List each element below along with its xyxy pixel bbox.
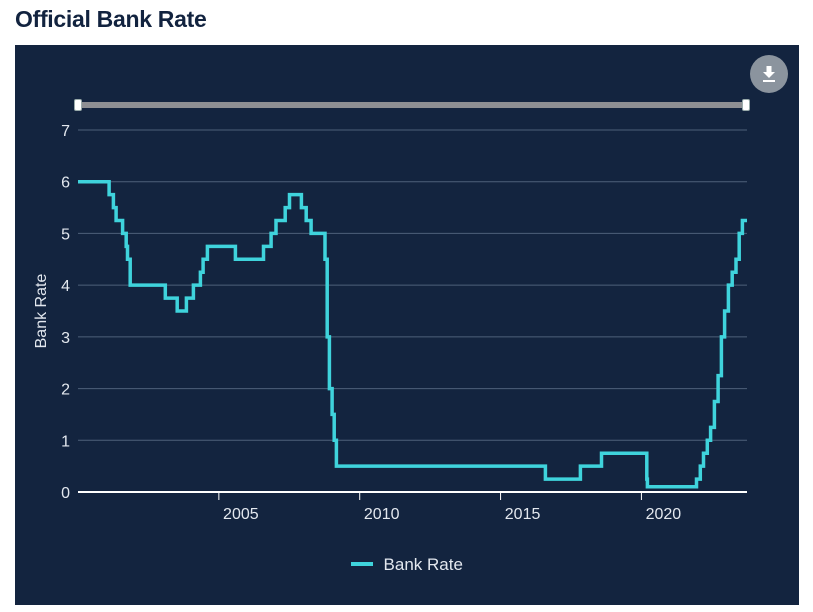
range-slider-track[interactable] <box>77 102 747 108</box>
y-tick-label: 5 <box>61 226 70 243</box>
download-icon <box>763 66 775 82</box>
y-tick-label: 3 <box>61 330 70 347</box>
x-tick-label: 2015 <box>505 506 541 523</box>
x-tick-label: 2020 <box>646 506 682 523</box>
y-tick-label: 2 <box>61 382 70 399</box>
page-title: Official Bank Rate <box>15 6 207 32</box>
range-slider-end-handle[interactable] <box>742 99 750 111</box>
x-tick-label: 2010 <box>364 506 400 523</box>
legend[interactable]: Bank Rate <box>15 555 799 575</box>
x-tick-label: 2005 <box>223 506 259 523</box>
y-tick-label: 7 <box>61 123 70 140</box>
plot-area: 0 1 2 3 4 5 6 7 2005 2010 2015 2020 Bank Rate <box>33 123 747 523</box>
series-line-bank-rate <box>78 179 747 489</box>
y-tick-label: 4 <box>61 278 70 295</box>
range-slider-start-handle[interactable] <box>74 99 82 111</box>
legend-label-bank-rate: Bank Rate <box>383 555 463 574</box>
y-tick-label: 0 <box>61 485 70 502</box>
download-button[interactable] <box>750 55 788 93</box>
legend-swatch-bank-rate <box>351 562 374 566</box>
chart-panel: 0 1 2 3 4 5 6 7 2005 2010 2015 2020 Bank Rate Bank… <box>15 45 799 605</box>
y-axis-label: Bank Rate <box>33 274 50 349</box>
y-tick-label: 6 <box>61 175 70 192</box>
y-tick-label: 1 <box>61 433 70 450</box>
